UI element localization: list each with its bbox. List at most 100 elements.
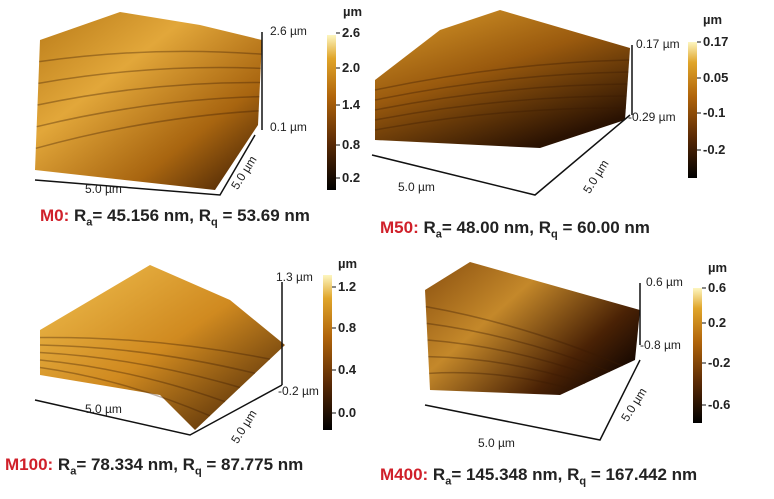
surface-ridge [39, 336, 271, 360]
colorbar-tick-label: 0.4 [338, 362, 357, 377]
rq-value: = 53.69 nm [217, 206, 310, 225]
colorbar-tick-label: 0.17 [703, 34, 729, 49]
surface-ridge [427, 339, 598, 379]
rq-subscript: q [211, 216, 218, 229]
sample-label: M50: [380, 218, 424, 237]
surface-ridge [374, 107, 626, 131]
colorbar-tick-label: 0.0 [338, 405, 357, 420]
surface-ridge [38, 66, 261, 85]
rq-symbol: R [198, 206, 212, 225]
z-min-label: 0.1 µm [270, 120, 307, 134]
rq-symbol: R [567, 465, 580, 484]
colorbar-tick-label: 2.0 [342, 60, 361, 75]
colorbar-tick-label: 1.2 [338, 279, 357, 294]
xy-axes [424, 359, 641, 441]
surface-topography [375, 10, 630, 148]
afm-panel-m100 [34, 265, 336, 436]
x-length-label: 5.0 µm [398, 180, 435, 194]
ra-symbol: R [432, 465, 446, 484]
ra-symbol: R [74, 206, 87, 225]
ra-subscript: a [445, 475, 452, 488]
colorbar-tick-label: 0.2 [708, 315, 727, 330]
colorbar-tick-label: 0.6 [708, 280, 727, 295]
rq-symbol: R [182, 455, 195, 474]
rq-subscript: q [579, 475, 587, 488]
colorbar-unit: µm [338, 256, 358, 271]
surface-ridge [374, 95, 627, 121]
rq-subscript: q [551, 228, 558, 241]
surface-ridge [39, 366, 211, 417]
surface-ridge [429, 371, 573, 390]
xy-axes [34, 384, 283, 436]
ra-value: = 145.348 nm, [451, 465, 568, 484]
surface-ridge [39, 359, 226, 403]
caption: M100: Ra= 78.334 nm, Rq = 87.775 nm [5, 455, 303, 477]
surface-ridge [39, 351, 241, 389]
afm-panel-m0 [34, 12, 340, 196]
z-min-label: -0.8 µm [640, 338, 681, 352]
z-max-label: 0.6 µm [646, 275, 683, 289]
afm-panel-m50 [371, 10, 701, 196]
ra-value: = 45.156 nm, [92, 206, 199, 225]
caption: M50: Ra= 48.00 nm, Rq = 60.00 nm [380, 218, 650, 240]
afm-panel-m400 [424, 262, 706, 441]
surface-ridge [374, 71, 629, 101]
colorbar-tick-label: -0.2 [703, 142, 726, 157]
surface-ridge [374, 83, 628, 111]
sample-label: M0: [40, 206, 74, 225]
surface-ridge [39, 344, 256, 375]
colorbar [688, 42, 697, 178]
surface-topography [35, 12, 262, 190]
colorbar-tick-label: -0.6 [708, 397, 731, 412]
caption: M400: Ra= 145.348 nm, Rq = 167.442 nm [380, 465, 697, 487]
surface-ridge [35, 110, 259, 150]
surface-ridge [428, 355, 586, 385]
z-min-label: -0.29 µm [628, 110, 676, 124]
colorbar-unit: µm [703, 12, 723, 27]
ra-subscript: a [86, 216, 93, 229]
ra-subscript: a [435, 228, 442, 241]
z-max-label: 0.17 µm [636, 37, 680, 51]
x-length-label: 5.0 µm [85, 182, 122, 196]
rq-value: = 87.775 nm [201, 455, 304, 474]
colorbar-tick-label: -0.1 [703, 105, 726, 120]
ra-symbol: R [423, 218, 436, 237]
colorbar-tick-label: 0.05 [703, 70, 729, 85]
z-min-label: -0.2 µm [278, 384, 319, 398]
surface-ridge [425, 305, 623, 367]
surface-ridge [37, 81, 261, 106]
x-length-label: 5.0 µm [478, 436, 515, 450]
colorbar-tick-label: 1.4 [342, 97, 361, 112]
rq-value: = 60.00 nm [557, 218, 650, 237]
ra-subscript: a [70, 465, 77, 478]
surface-ridge [426, 322, 611, 373]
surface-ridge [374, 59, 630, 91]
xy-axes [34, 134, 256, 196]
colorbar-unit: µm [343, 4, 363, 19]
colorbar [693, 288, 702, 423]
rq-value: = 167.442 nm [586, 465, 698, 484]
surface-topography [40, 265, 285, 430]
colorbar-tick-label: 0.8 [338, 320, 357, 335]
rq-symbol: R [538, 218, 552, 237]
xy-axes [371, 114, 631, 196]
z-max-label: 1.3 µm [276, 270, 313, 284]
colorbar-tick-label: 0.2 [342, 170, 361, 185]
colorbar [323, 275, 332, 430]
colorbar-unit: µm [708, 260, 728, 275]
colorbar-tick-label: 2.6 [342, 25, 361, 40]
sample-label: M100: [5, 455, 58, 474]
sample-label: M400: [380, 465, 433, 484]
caption: M0: Ra= 45.156 nm, Rq = 53.69 nm [40, 206, 310, 228]
colorbar-tick-label: -0.2 [708, 355, 731, 370]
ra-symbol: R [57, 455, 71, 474]
x-length-label: 5.0 µm [85, 402, 122, 416]
ra-value: = 78.334 nm, [76, 455, 183, 474]
z-max-label: 2.6 µm [270, 24, 307, 38]
colorbar [327, 35, 336, 190]
surface-topography [425, 262, 640, 395]
ra-value: = 48.00 nm, [441, 218, 539, 237]
colorbar-tick-label: 0.8 [342, 137, 361, 152]
